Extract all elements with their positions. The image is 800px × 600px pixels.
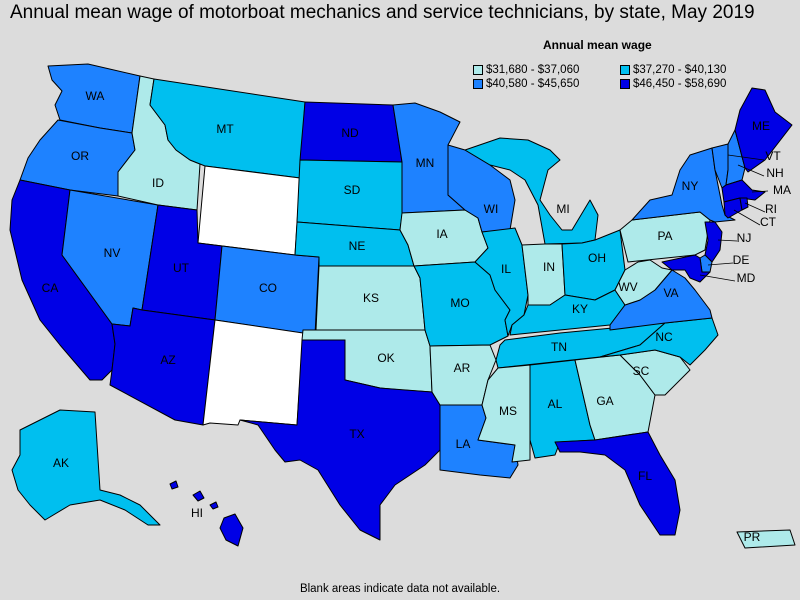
state-label-co: CO bbox=[259, 281, 277, 295]
state-label-ia: IA bbox=[436, 227, 447, 241]
state-label-hi: HI bbox=[191, 506, 203, 520]
state-label-ok: OK bbox=[377, 351, 394, 365]
state-label-pr: PR bbox=[744, 530, 761, 544]
state-label-me: ME bbox=[752, 119, 770, 133]
legend-swatch-1 bbox=[473, 65, 483, 75]
state-label-ks: KS bbox=[363, 291, 379, 305]
state-label-oh: OH bbox=[588, 251, 606, 265]
state-label-tn: TN bbox=[551, 340, 567, 354]
legend-label-4: $46,450 - $58,690 bbox=[633, 78, 727, 90]
state-NC bbox=[599, 317, 719, 366]
state-label-wa: WA bbox=[86, 89, 105, 103]
legend-title: Annual mean wage bbox=[543, 38, 652, 52]
state-label-wi: WI bbox=[484, 202, 499, 216]
state-NY bbox=[631, 147, 736, 223]
state-label-or: OR bbox=[71, 149, 89, 163]
state-label-sd: SD bbox=[344, 183, 361, 197]
state-label-mt: MT bbox=[216, 122, 234, 136]
state-label-nv: NV bbox=[104, 246, 121, 260]
state-label-ny: NY bbox=[682, 179, 699, 193]
state-label-il: IL bbox=[501, 262, 511, 276]
state-FL bbox=[554, 431, 681, 536]
legend-item-3: $40,580 - $45,650 bbox=[473, 78, 579, 90]
state-label-sc: SC bbox=[633, 364, 650, 378]
state-TX bbox=[239, 339, 441, 541]
state-label-pa: PA bbox=[657, 229, 672, 243]
state-label-nh: NH bbox=[766, 166, 783, 180]
state-WY bbox=[197, 165, 301, 256]
legend-label-1: $31,680 - $37,060 bbox=[486, 64, 580, 76]
state-label-wv: WV bbox=[618, 280, 637, 294]
state-labels: WA OR CA NV ID MT UT AZ CO ND SD NE KS OK TX MN IA MO AR LA… bbox=[42, 89, 791, 544]
state-label-in: IN bbox=[543, 260, 555, 274]
state-label-nj: NJ bbox=[737, 231, 752, 245]
state-MI bbox=[464, 137, 599, 245]
legend-item-4: $46,450 - $58,690 bbox=[620, 78, 726, 90]
state-IN bbox=[521, 243, 566, 306]
state-label-ga: GA bbox=[596, 394, 613, 408]
state-label-ak: AK bbox=[53, 456, 69, 470]
state-WV bbox=[614, 259, 673, 306]
legend-swatch-4 bbox=[620, 79, 630, 89]
state-AK bbox=[11, 409, 161, 526]
footer-note: Blank areas indicate data not available. bbox=[299, 583, 501, 595]
state-label-ri: RI bbox=[765, 202, 777, 216]
state-label-nc: NC bbox=[655, 330, 673, 344]
state-label-ms: MS bbox=[499, 404, 517, 418]
state-label-id: ID bbox=[152, 176, 164, 190]
state-NM bbox=[202, 319, 304, 426]
state-label-tx: TX bbox=[349, 427, 364, 441]
state-label-ca: CA bbox=[42, 281, 59, 295]
state-label-al: AL bbox=[548, 397, 563, 411]
state-label-la: LA bbox=[456, 437, 471, 451]
state-CO bbox=[214, 245, 320, 336]
legend-label-3: $40,580 - $45,650 bbox=[486, 78, 580, 90]
legend-label-2: $37,270 - $40,130 bbox=[633, 64, 727, 76]
state-NJ bbox=[704, 221, 723, 263]
state-label-az: AZ bbox=[160, 353, 175, 367]
state-label-ct: CT bbox=[760, 215, 777, 229]
state-label-md: MD bbox=[737, 271, 756, 285]
state-label-mi: MI bbox=[556, 202, 569, 216]
state-label-ma: MA bbox=[773, 183, 791, 197]
state-label-va: VA bbox=[663, 286, 678, 300]
state-label-mn: MN bbox=[416, 156, 435, 170]
state-ME bbox=[734, 87, 793, 173]
state-label-nd: ND bbox=[341, 126, 359, 140]
state-label-ar: AR bbox=[454, 361, 471, 375]
state-CT bbox=[723, 197, 743, 219]
legend-item-2: $37,270 - $40,130 bbox=[620, 64, 726, 76]
state-MD bbox=[661, 254, 711, 283]
state-PR bbox=[736, 529, 796, 549]
legend-item-1: $31,680 - $37,060 bbox=[473, 64, 579, 76]
state-label-de: DE bbox=[733, 253, 750, 267]
state-label-ut: UT bbox=[173, 261, 190, 275]
state-label-mo: MO bbox=[450, 296, 469, 310]
map-title: Annual mean wage of motorboat mechanics … bbox=[10, 2, 755, 23]
state-label-ne: NE bbox=[349, 239, 366, 253]
state-label-ky: KY bbox=[572, 302, 588, 316]
state-RI bbox=[739, 197, 749, 211]
state-label-vt: VT bbox=[765, 149, 781, 163]
state-label-fl: FL bbox=[638, 469, 652, 483]
legend-swatch-2 bbox=[620, 65, 630, 75]
legend-swatch-3 bbox=[473, 79, 483, 89]
state-HI bbox=[169, 480, 244, 547]
